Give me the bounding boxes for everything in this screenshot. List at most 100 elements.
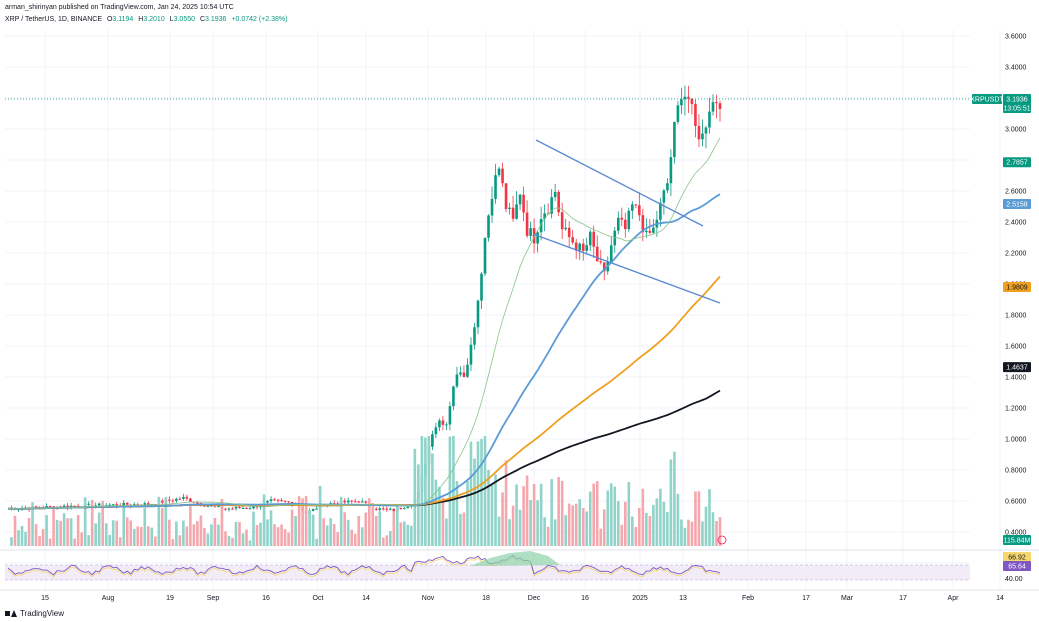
candle-body [231,508,234,510]
candle-body [290,501,294,505]
candle-body [529,228,532,236]
candle-body [161,500,164,503]
price-tick-label: 2.2000 [1005,251,1027,258]
candle-body [497,168,501,176]
volume-bar [371,502,375,546]
candle-body [518,194,522,205]
volume-bar [553,519,557,546]
volume-bar [273,524,276,546]
rsi-value-tag: 66.92 [1008,555,1026,562]
candle-body [673,121,676,158]
low-label: L [169,16,174,23]
volume-bar [480,438,483,546]
candle-body [536,232,539,244]
candle-body [694,104,697,127]
price-tick-label: 1.0000 [1005,437,1027,444]
volume-bar [297,496,301,546]
volume-bar [122,506,126,546]
candle-body [490,198,494,216]
candle-body [455,374,459,387]
volume-value-tag-bg [1003,535,1031,545]
candle-body [350,500,354,502]
candle-body [252,506,255,509]
ma-50-line [7,193,721,510]
price-tick-label: 1.6000 [1005,344,1027,351]
volume-bar [427,436,431,546]
candle-body [87,503,90,505]
volume-bar [325,525,329,546]
volume-bar [616,501,620,546]
ma-value-tag: 1.4637 [1006,365,1028,372]
volume-bar [669,459,673,546]
candle-body [462,372,466,377]
volume-bar [483,436,487,546]
candle-body [189,498,192,502]
candle-body [687,96,690,99]
open-value: 3.1194 [112,16,134,23]
candle-body [683,96,687,100]
volume-bar [259,522,262,546]
rsi-band [5,565,970,580]
last-price-value-tag-bg [1003,93,1031,104]
candle-body [466,364,469,377]
volume-bar [680,519,683,546]
volume-bar [283,529,287,546]
candle-body [66,505,69,508]
volume-bar [529,500,532,546]
candle-body [669,157,673,184]
candle-body [273,499,276,501]
volume-bar [585,511,589,546]
volume-bar [634,526,638,546]
volume-bar [504,460,508,546]
candle-body [406,506,410,509]
volume-bar [522,486,525,546]
volume-bar [164,497,168,546]
volume-bar [701,521,704,546]
volume-bar [624,501,627,546]
volume-bar [24,531,27,546]
candle-body [708,111,711,128]
indicator-marker [717,535,727,545]
candle-body [136,504,140,506]
volume-bar [248,540,252,546]
candle-body [360,501,364,503]
volume-bar [403,521,406,546]
candle-body [616,217,620,231]
time-tick-label: Apr [948,595,960,602]
candle-body [315,508,318,510]
volume-bar [17,530,20,546]
candle-body [438,420,441,428]
tradingview-logo[interactable]: TradingView [5,609,64,618]
candle-body [553,191,557,198]
candle-body [108,504,112,506]
volume-bar [613,486,617,546]
candle-body [592,231,596,247]
volume-bar [90,499,94,546]
time-tick-label: 17 [899,595,907,602]
volume-bar [627,482,631,546]
volume-bar [704,506,708,546]
volume-bar [539,483,543,546]
candle-body [238,507,241,509]
price-tick-label: 0.8000 [1005,468,1027,475]
volume-bar [20,525,24,546]
volume-bar [132,528,136,546]
candle-body [578,243,582,251]
volume-bar [396,503,399,546]
candle-body [431,434,434,447]
volume-bar [238,522,241,546]
candle-body [469,344,473,365]
volume-bar [392,511,396,546]
candle-body [115,504,119,506]
symbol-name[interactable]: XRP / TetherUS, 1D, BINANCE [5,16,102,23]
volume-value-tag: 115.84M [1004,538,1031,545]
volume-bar [466,481,469,546]
volume-bar [515,484,518,546]
price-tick-label: 3.0000 [1005,127,1027,134]
volume-bar [322,518,325,546]
candle-body [266,500,269,503]
volume-bar [290,509,294,546]
time-tick-label: 13 [679,595,687,602]
time-tick-label: Feb [742,595,754,602]
